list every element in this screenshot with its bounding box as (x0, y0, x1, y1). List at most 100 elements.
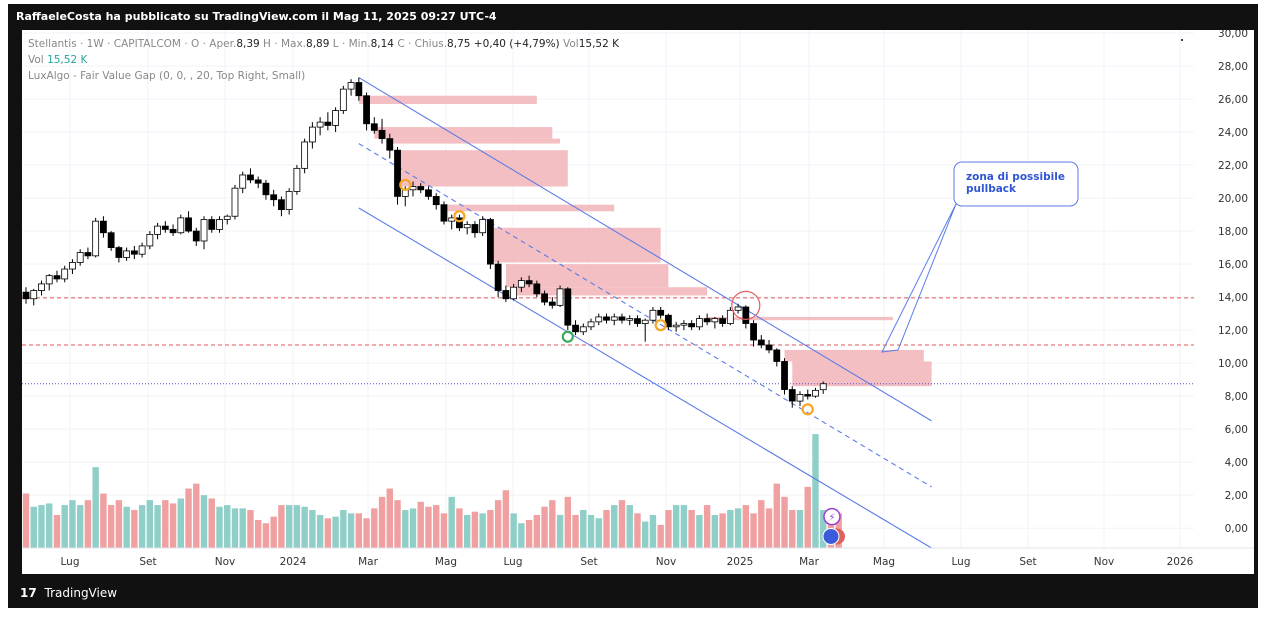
chart-area[interactable]: ⚡ 30,00 28,00 26,00 24,00 22,00 20,00 18,00 16,… (22, 28, 1254, 574)
candle (695, 315, 703, 331)
volume-bar (541, 506, 548, 548)
x-tick-label: Lug (504, 556, 523, 568)
candle (626, 315, 634, 326)
volume-bar (765, 508, 773, 548)
y-tick-label: 30,00 (1218, 30, 1248, 40)
y-tick-label: 8,00 (1225, 391, 1248, 403)
candle (572, 320, 579, 336)
volume-bar (115, 500, 123, 548)
volume-bar (502, 490, 510, 548)
volume-bar (487, 510, 494, 548)
candle-body (231, 187, 239, 217)
tradingview-brand: TradingView (44, 586, 118, 600)
time-axis: Lug Set Nov 2024 Mar Mag Lug Set Nov 2025 Mar Mag Lu… (22, 547, 1254, 568)
candle-body (649, 309, 657, 321)
fvg-zone (397, 150, 568, 187)
candle-body (533, 283, 541, 295)
candle (394, 146, 401, 205)
candle (773, 348, 781, 367)
candle-body (394, 149, 401, 197)
volume-bar (200, 495, 208, 548)
volume-bar (796, 510, 804, 548)
volume-bar (734, 508, 742, 548)
price-chart[interactable]: ⚡ 30,00 28,00 26,00 24,00 22,00 20,00 18,00 16,… (22, 28, 1254, 574)
candle-body (100, 220, 107, 234)
candle (703, 313, 711, 326)
candle (130, 245, 138, 260)
candle-body (316, 121, 324, 128)
candle (278, 196, 285, 217)
candle (138, 242, 146, 258)
candle-body (278, 199, 285, 211)
x-tick-label: Mar (358, 556, 378, 568)
y-tick-label: 14,00 (1218, 292, 1248, 304)
candle-body (517, 280, 525, 288)
channel-lines (358, 77, 932, 549)
candle-body (672, 324, 680, 328)
lightning-glyph: ⚡ (828, 513, 835, 524)
volume-bar (448, 496, 455, 548)
volume-bar (703, 505, 711, 548)
volume-bar (154, 505, 161, 548)
candle (579, 323, 587, 336)
y-tick-label: 28,00 (1218, 61, 1248, 73)
volume-bar (239, 508, 246, 548)
channel-middle (358, 143, 932, 488)
candle (781, 358, 788, 395)
channel-upper (358, 77, 932, 422)
candle-body (641, 319, 649, 324)
candle-body (200, 219, 208, 242)
fvg-marker-orange (453, 210, 466, 223)
callout-text-line2: pullback (966, 183, 1017, 195)
volume-bar (471, 511, 479, 548)
callout-text-line1: zona di possibile (966, 171, 1065, 183)
candle-body (510, 286, 518, 300)
legend-vol-inline-value: 15,52 K (578, 38, 620, 50)
volume-bar (711, 514, 719, 548)
volume-bar (696, 514, 703, 548)
fvg-marker-orange (801, 403, 814, 416)
candle (38, 280, 45, 296)
candle (525, 275, 533, 288)
candle-body (463, 224, 471, 229)
candle (332, 107, 340, 133)
candle-body (765, 344, 773, 351)
volume-bar (595, 518, 602, 548)
volume-bar (293, 505, 301, 548)
candle (45, 273, 53, 291)
volume-bar (750, 513, 757, 548)
volume-bar (804, 486, 811, 548)
y-tick-label: 18,00 (1218, 226, 1248, 238)
volume-bar (332, 516, 339, 548)
candle-body (38, 283, 45, 291)
candle-body (370, 123, 378, 131)
candle (649, 307, 657, 324)
fvg-marker-orange (654, 319, 667, 332)
candle (486, 217, 494, 270)
candle (192, 227, 200, 246)
volume-bar (587, 514, 595, 548)
volume-bar (820, 510, 827, 548)
volume-bar (518, 523, 525, 548)
candle (370, 117, 378, 134)
fvg-zones (358, 95, 932, 387)
candle (200, 216, 208, 250)
candle-body (579, 326, 587, 333)
fvg-zone (374, 127, 553, 139)
candle-body (254, 179, 262, 184)
candle (471, 221, 479, 238)
candle-body (804, 394, 812, 397)
candle-body (216, 219, 223, 230)
candle (517, 277, 525, 293)
volume-bar (665, 510, 672, 548)
volume-bar (680, 505, 688, 548)
candle-body (115, 247, 123, 258)
candle-body (161, 225, 169, 230)
volume-bar (564, 496, 571, 548)
candle-body (123, 250, 131, 258)
candle (796, 391, 804, 407)
candle-body (192, 230, 200, 242)
candle-body (22, 291, 30, 300)
volume-bar (162, 500, 169, 548)
candle-body (177, 217, 185, 234)
